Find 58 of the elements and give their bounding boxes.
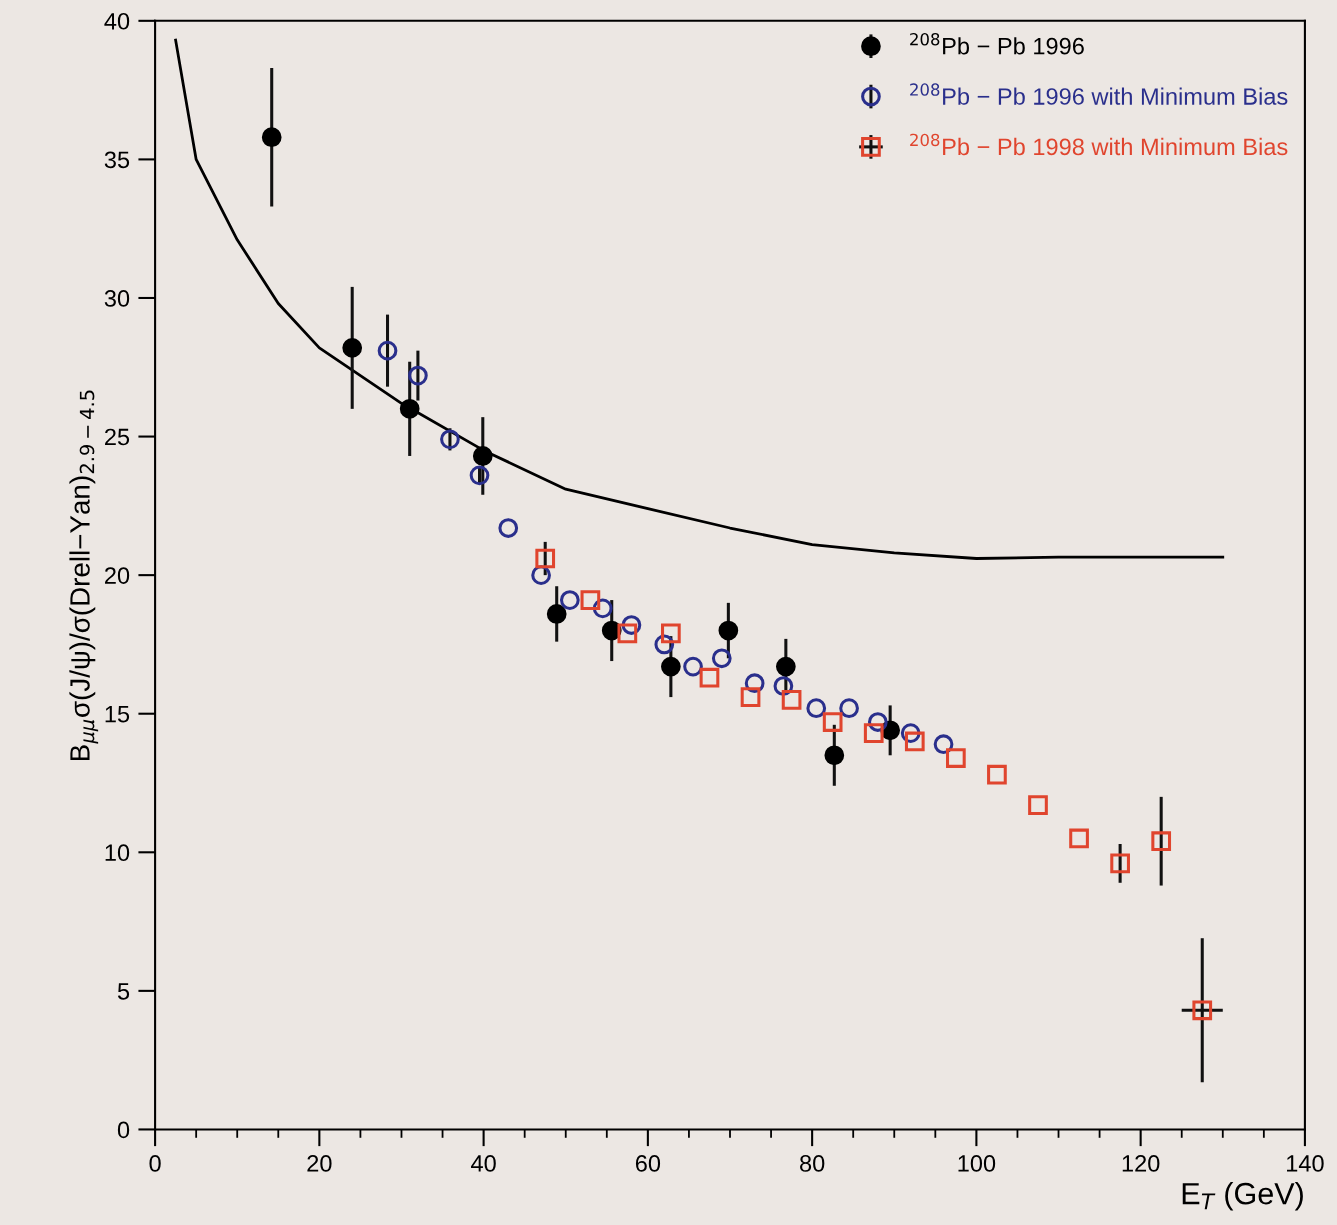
legend-label: $^{208}$Pb − Pb 1996 with Minimum Bias [910,83,1288,105]
point [824,745,845,766]
point [1110,853,1130,874]
point [661,623,681,644]
point [546,604,567,624]
point [498,518,519,538]
y-tick-label: 10 [105,844,130,862]
y-tick-label: 0 [117,1121,130,1139]
y-tick-label: 40 [104,12,130,30]
y-tick-label: 35 [104,151,130,169]
point [1192,1000,1213,1021]
point [617,623,638,644]
x-tick-label: 100 [958,1155,996,1172]
x-axis-title: E$_{T}$ (GeV) [1182,1182,1303,1211]
point [863,723,884,743]
x-tick-label: 140 [1287,1155,1324,1172]
point [946,748,966,768]
x-tick-label: 0 [149,1155,161,1172]
point [1028,795,1048,816]
y-tick-label: 25 [105,428,130,446]
point [377,340,398,361]
legend-label: $^{208}$Pb − Pb 1998 with Minimum Bias [910,133,1288,156]
point [469,465,490,486]
point [718,620,739,641]
y-axis-title: B$_{μμ}$σ(J/ψ)/σ(Drell−Yan)$_{2.9−4.5}$ [69,390,99,761]
point [775,656,796,677]
y-tick-label: 30 [104,290,130,307]
point [822,712,843,732]
point [683,656,703,677]
y-tick-label: 5 [117,983,130,1000]
x-tick-label: 80 [800,1155,825,1172]
legend-label: $^{208}$Pb − Pb 1996 [910,32,1084,55]
point [342,338,363,358]
point [580,590,601,610]
x-tick-label: 20 [307,1155,332,1172]
point [699,667,720,688]
point [408,365,428,386]
x-tick-label: 60 [635,1155,661,1172]
point [559,590,580,610]
y-tick-label: 20 [105,567,130,584]
point [806,698,827,719]
point [839,698,859,719]
point [1151,831,1172,852]
point [740,687,761,707]
point [472,446,493,466]
y-tick-label: 15 [105,706,130,723]
point [904,731,925,752]
point [535,548,556,569]
x-tick-label: 120 [1122,1155,1160,1172]
point [261,127,282,148]
point [399,398,420,419]
point [440,429,460,450]
x-tick-label: 40 [471,1155,496,1172]
point [1069,828,1089,849]
point [781,690,802,710]
point [987,764,1007,785]
point [661,656,681,677]
point [711,648,732,669]
